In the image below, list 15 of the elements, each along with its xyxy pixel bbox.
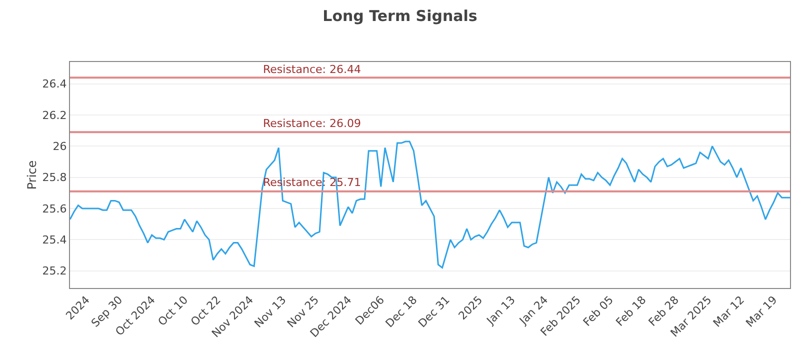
y-axis-title: Price [25,160,39,190]
y-tick-label: 26.4 [42,78,67,91]
y-tick-label: 26.2 [42,108,67,122]
x-tick-label: Oct 10 [156,294,191,329]
ref-line-label: Resistance: 26.44 [263,63,361,76]
y-tick-label: 25.8 [42,171,67,184]
x-tick-label: Jan 13 [484,294,518,328]
y-tick-label: 25.4 [42,234,67,247]
y-tick-label: 26 [52,140,67,154]
x-tick-label: Dec 31 [416,294,452,330]
line-series [70,140,790,268]
y-tick-label: 25.6 [42,202,67,216]
y-tick-label: 25.2 [42,264,67,278]
ref-line-label: Resistance: 26.09 [263,117,361,130]
chart-title: Long Term Signals [322,7,478,25]
